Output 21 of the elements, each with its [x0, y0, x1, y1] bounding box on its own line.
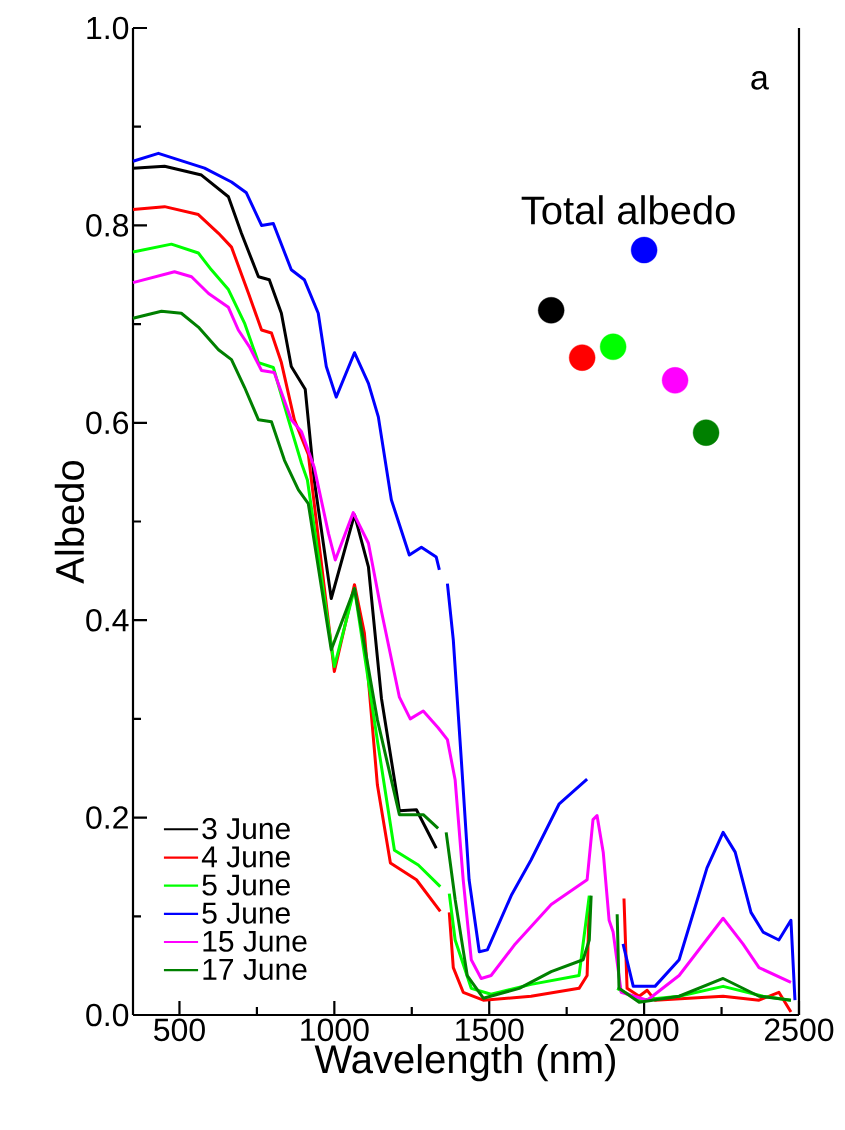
y-tick-label: 0.8	[86, 214, 129, 237]
legend-label: 4 June	[201, 846, 290, 868]
y-tick-label: 0.2	[86, 806, 128, 829]
legend-label: 15 June	[203, 930, 307, 952]
series-label: Total albedo	[521, 195, 735, 225]
y-tick-label: 1.0	[87, 16, 129, 40]
x-tick-label: 1500	[456, 1018, 524, 1042]
y-tick-label: 0.6	[86, 411, 129, 435]
legend-label: 3 June	[202, 818, 290, 840]
x-tick-label: 1000	[301, 1018, 369, 1042]
legend-label: 5 June	[202, 874, 290, 896]
y-axis-title: Albedo	[54, 460, 85, 584]
y-tick-label: 0.4	[86, 608, 129, 632]
y-tick-label: 0.0	[86, 1003, 129, 1027]
x-tick-label: 2500	[765, 1018, 834, 1042]
x-axis-title: Wavelength (nm)	[314, 1044, 615, 1082]
legend-label: 5 June	[202, 902, 290, 924]
x-tick-label: 2000	[610, 1018, 679, 1042]
legend-label: 17 June	[203, 959, 307, 980]
annotation: a	[751, 71, 769, 90]
x-tick-label: 500	[154, 1018, 205, 1042]
